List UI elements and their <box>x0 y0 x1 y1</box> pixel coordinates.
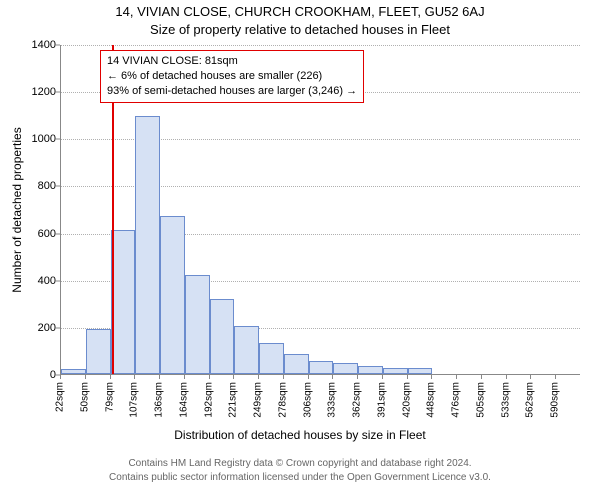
x-tick-label: 333sqm <box>327 382 338 418</box>
histogram-bar <box>135 116 160 374</box>
gridline <box>61 45 580 46</box>
histogram-bar <box>358 366 383 374</box>
x-tick-mark <box>555 375 556 379</box>
y-tick-label: 1400 <box>16 39 56 51</box>
x-tick-label: 448sqm <box>426 382 437 418</box>
y-tick-label: 800 <box>16 180 56 192</box>
histogram-bar <box>408 368 433 374</box>
chart-subtitle: Size of property relative to detached ho… <box>0 22 600 37</box>
x-tick-mark <box>431 375 432 379</box>
x-tick-label: 50sqm <box>79 382 90 412</box>
x-tick-mark <box>209 375 210 379</box>
x-tick-label: 391sqm <box>376 382 387 418</box>
y-tick-label: 600 <box>16 228 56 240</box>
info-line-size: 14 VIVIAN CLOSE: 81sqm <box>107 54 357 69</box>
x-tick-mark <box>506 375 507 379</box>
y-tick-label: 1200 <box>16 86 56 98</box>
histogram-bar <box>86 329 111 374</box>
x-tick-mark <box>233 375 234 379</box>
x-tick-mark <box>134 375 135 379</box>
property-info-box: 14 VIVIAN CLOSE: 81sqm ← 6% of detached … <box>100 50 364 103</box>
y-tick-label: 400 <box>16 275 56 287</box>
histogram-bar <box>210 299 235 374</box>
histogram-bar <box>61 369 86 374</box>
x-tick-label: 278sqm <box>277 382 288 418</box>
x-tick-label: 306sqm <box>302 382 313 418</box>
histogram-bar <box>185 275 210 374</box>
x-tick-mark <box>332 375 333 379</box>
x-tick-label: 79sqm <box>104 382 115 412</box>
x-tick-mark <box>283 375 284 379</box>
x-tick-label: 362sqm <box>352 382 363 418</box>
x-tick-mark <box>308 375 309 379</box>
x-tick-mark <box>85 375 86 379</box>
x-tick-label: 107sqm <box>129 382 140 418</box>
x-tick-label: 476sqm <box>451 382 462 418</box>
info-line-larger: 93% of semi-detached houses are larger (… <box>107 84 357 99</box>
x-tick-mark <box>456 375 457 379</box>
x-tick-mark <box>60 375 61 379</box>
x-tick-mark <box>481 375 482 379</box>
x-tick-label: 590sqm <box>550 382 561 418</box>
x-tick-mark <box>159 375 160 379</box>
x-tick-mark <box>184 375 185 379</box>
y-tick-label: 200 <box>16 322 56 334</box>
histogram-bar <box>160 216 185 374</box>
y-tick-label: 0 <box>16 369 56 381</box>
x-axis-label: Distribution of detached houses by size … <box>0 428 600 442</box>
histogram-bar <box>284 354 309 374</box>
x-tick-label: 192sqm <box>203 382 214 418</box>
histogram-bar <box>383 368 408 374</box>
x-tick-mark <box>110 375 111 379</box>
chart-title-address: 14, VIVIAN CLOSE, CHURCH CROOKHAM, FLEET… <box>0 4 600 19</box>
x-tick-label: 221sqm <box>228 382 239 418</box>
x-tick-label: 136sqm <box>154 382 165 418</box>
x-tick-label: 249sqm <box>253 382 264 418</box>
x-tick-mark <box>407 375 408 379</box>
y-tick-label: 1000 <box>16 133 56 145</box>
x-tick-label: 420sqm <box>401 382 412 418</box>
x-tick-label: 562sqm <box>525 382 536 418</box>
x-tick-mark <box>382 375 383 379</box>
info-line-smaller: ← 6% of detached houses are smaller (226… <box>107 69 357 84</box>
x-tick-label: 22sqm <box>55 382 66 412</box>
x-tick-mark <box>357 375 358 379</box>
histogram-bar <box>309 361 334 374</box>
x-tick-label: 164sqm <box>178 382 189 418</box>
property-size-chart: 14, VIVIAN CLOSE, CHURCH CROOKHAM, FLEET… <box>0 0 600 500</box>
histogram-bar <box>259 343 284 374</box>
footer-licence: Contains public sector information licen… <box>0 472 600 483</box>
x-tick-label: 533sqm <box>500 382 511 418</box>
x-tick-mark <box>530 375 531 379</box>
x-tick-mark <box>258 375 259 379</box>
histogram-bar <box>333 363 358 374</box>
footer-copyright: Contains HM Land Registry data © Crown c… <box>0 458 600 469</box>
histogram-bar <box>234 326 259 374</box>
x-tick-label: 505sqm <box>475 382 486 418</box>
histogram-bar <box>111 230 136 374</box>
